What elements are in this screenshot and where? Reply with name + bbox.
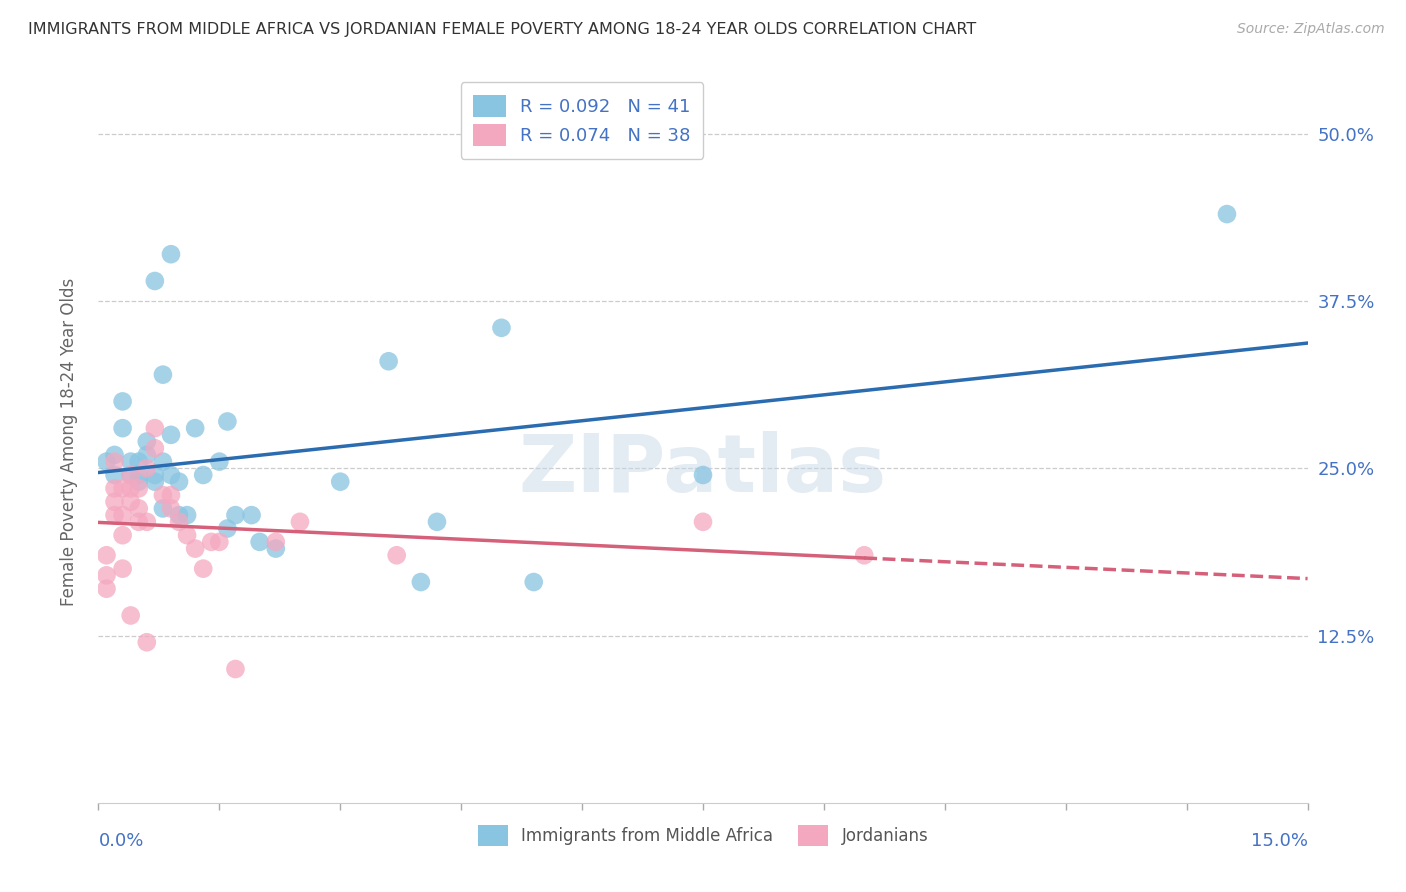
Point <box>103 508 125 523</box>
Point <box>111 421 134 435</box>
Point <box>200 534 222 549</box>
Point <box>523 575 546 590</box>
Point <box>193 467 215 482</box>
Point <box>143 475 166 489</box>
Point <box>143 274 166 288</box>
Point <box>96 568 118 582</box>
Point <box>377 354 399 368</box>
Point <box>853 548 876 563</box>
Y-axis label: Female Poverty Among 18-24 Year Olds: Female Poverty Among 18-24 Year Olds <box>59 277 77 606</box>
Point <box>224 662 246 676</box>
Point <box>184 541 207 556</box>
Point <box>176 508 198 523</box>
Point <box>426 515 449 529</box>
Point <box>120 494 142 508</box>
Point <box>160 427 183 442</box>
Point <box>111 394 134 409</box>
Point <box>111 562 134 576</box>
Point <box>135 635 157 649</box>
Point <box>491 321 513 335</box>
Point <box>96 548 118 563</box>
Point <box>249 534 271 549</box>
Point <box>111 482 134 496</box>
Point <box>184 421 207 435</box>
Point <box>264 534 287 549</box>
Point <box>167 515 190 529</box>
Point <box>208 534 231 549</box>
Point <box>128 501 150 516</box>
Point <box>135 515 157 529</box>
Point <box>385 548 408 563</box>
Point <box>128 455 150 469</box>
Point <box>160 488 183 502</box>
Text: Source: ZipAtlas.com: Source: ZipAtlas.com <box>1237 22 1385 37</box>
Point <box>329 475 352 489</box>
Text: 0.0%: 0.0% <box>98 831 143 850</box>
Point <box>135 448 157 462</box>
Point <box>120 455 142 469</box>
Point <box>152 488 174 502</box>
Text: ZIPatlas: ZIPatlas <box>519 432 887 509</box>
Point <box>193 562 215 576</box>
Point <box>167 508 190 523</box>
Point <box>224 508 246 523</box>
Point <box>152 368 174 382</box>
Point <box>1216 207 1239 221</box>
Point <box>217 414 239 429</box>
Point <box>111 508 134 523</box>
Point <box>240 508 263 523</box>
Point <box>103 467 125 482</box>
Text: 15.0%: 15.0% <box>1250 831 1308 850</box>
Point <box>409 575 432 590</box>
Point <box>692 467 714 482</box>
Point <box>120 467 142 482</box>
Point <box>264 541 287 556</box>
Point <box>176 528 198 542</box>
Point <box>288 515 311 529</box>
Point <box>96 455 118 469</box>
Point <box>143 442 166 455</box>
Text: IMMIGRANTS FROM MIDDLE AFRICA VS JORDANIAN FEMALE POVERTY AMONG 18-24 YEAR OLDS : IMMIGRANTS FROM MIDDLE AFRICA VS JORDANI… <box>28 22 976 37</box>
Point <box>160 467 183 482</box>
Point <box>208 455 231 469</box>
Point <box>103 482 125 496</box>
Point <box>152 501 174 516</box>
Point <box>143 421 166 435</box>
Point <box>692 515 714 529</box>
Point <box>128 475 150 489</box>
Point <box>120 482 142 496</box>
Point <box>160 501 183 516</box>
Point <box>217 521 239 535</box>
Point <box>111 528 134 542</box>
Point <box>167 475 190 489</box>
Point <box>120 467 142 482</box>
Point <box>128 467 150 482</box>
Point <box>135 461 157 475</box>
Point <box>120 608 142 623</box>
Point <box>103 455 125 469</box>
Point <box>103 494 125 508</box>
Point <box>96 582 118 596</box>
Point <box>143 467 166 482</box>
Legend: Immigrants from Middle Africa, Jordanians: Immigrants from Middle Africa, Jordanian… <box>471 819 935 852</box>
Point <box>160 247 183 261</box>
Point <box>135 434 157 449</box>
Point <box>128 515 150 529</box>
Point <box>152 455 174 469</box>
Point <box>128 482 150 496</box>
Point <box>103 448 125 462</box>
